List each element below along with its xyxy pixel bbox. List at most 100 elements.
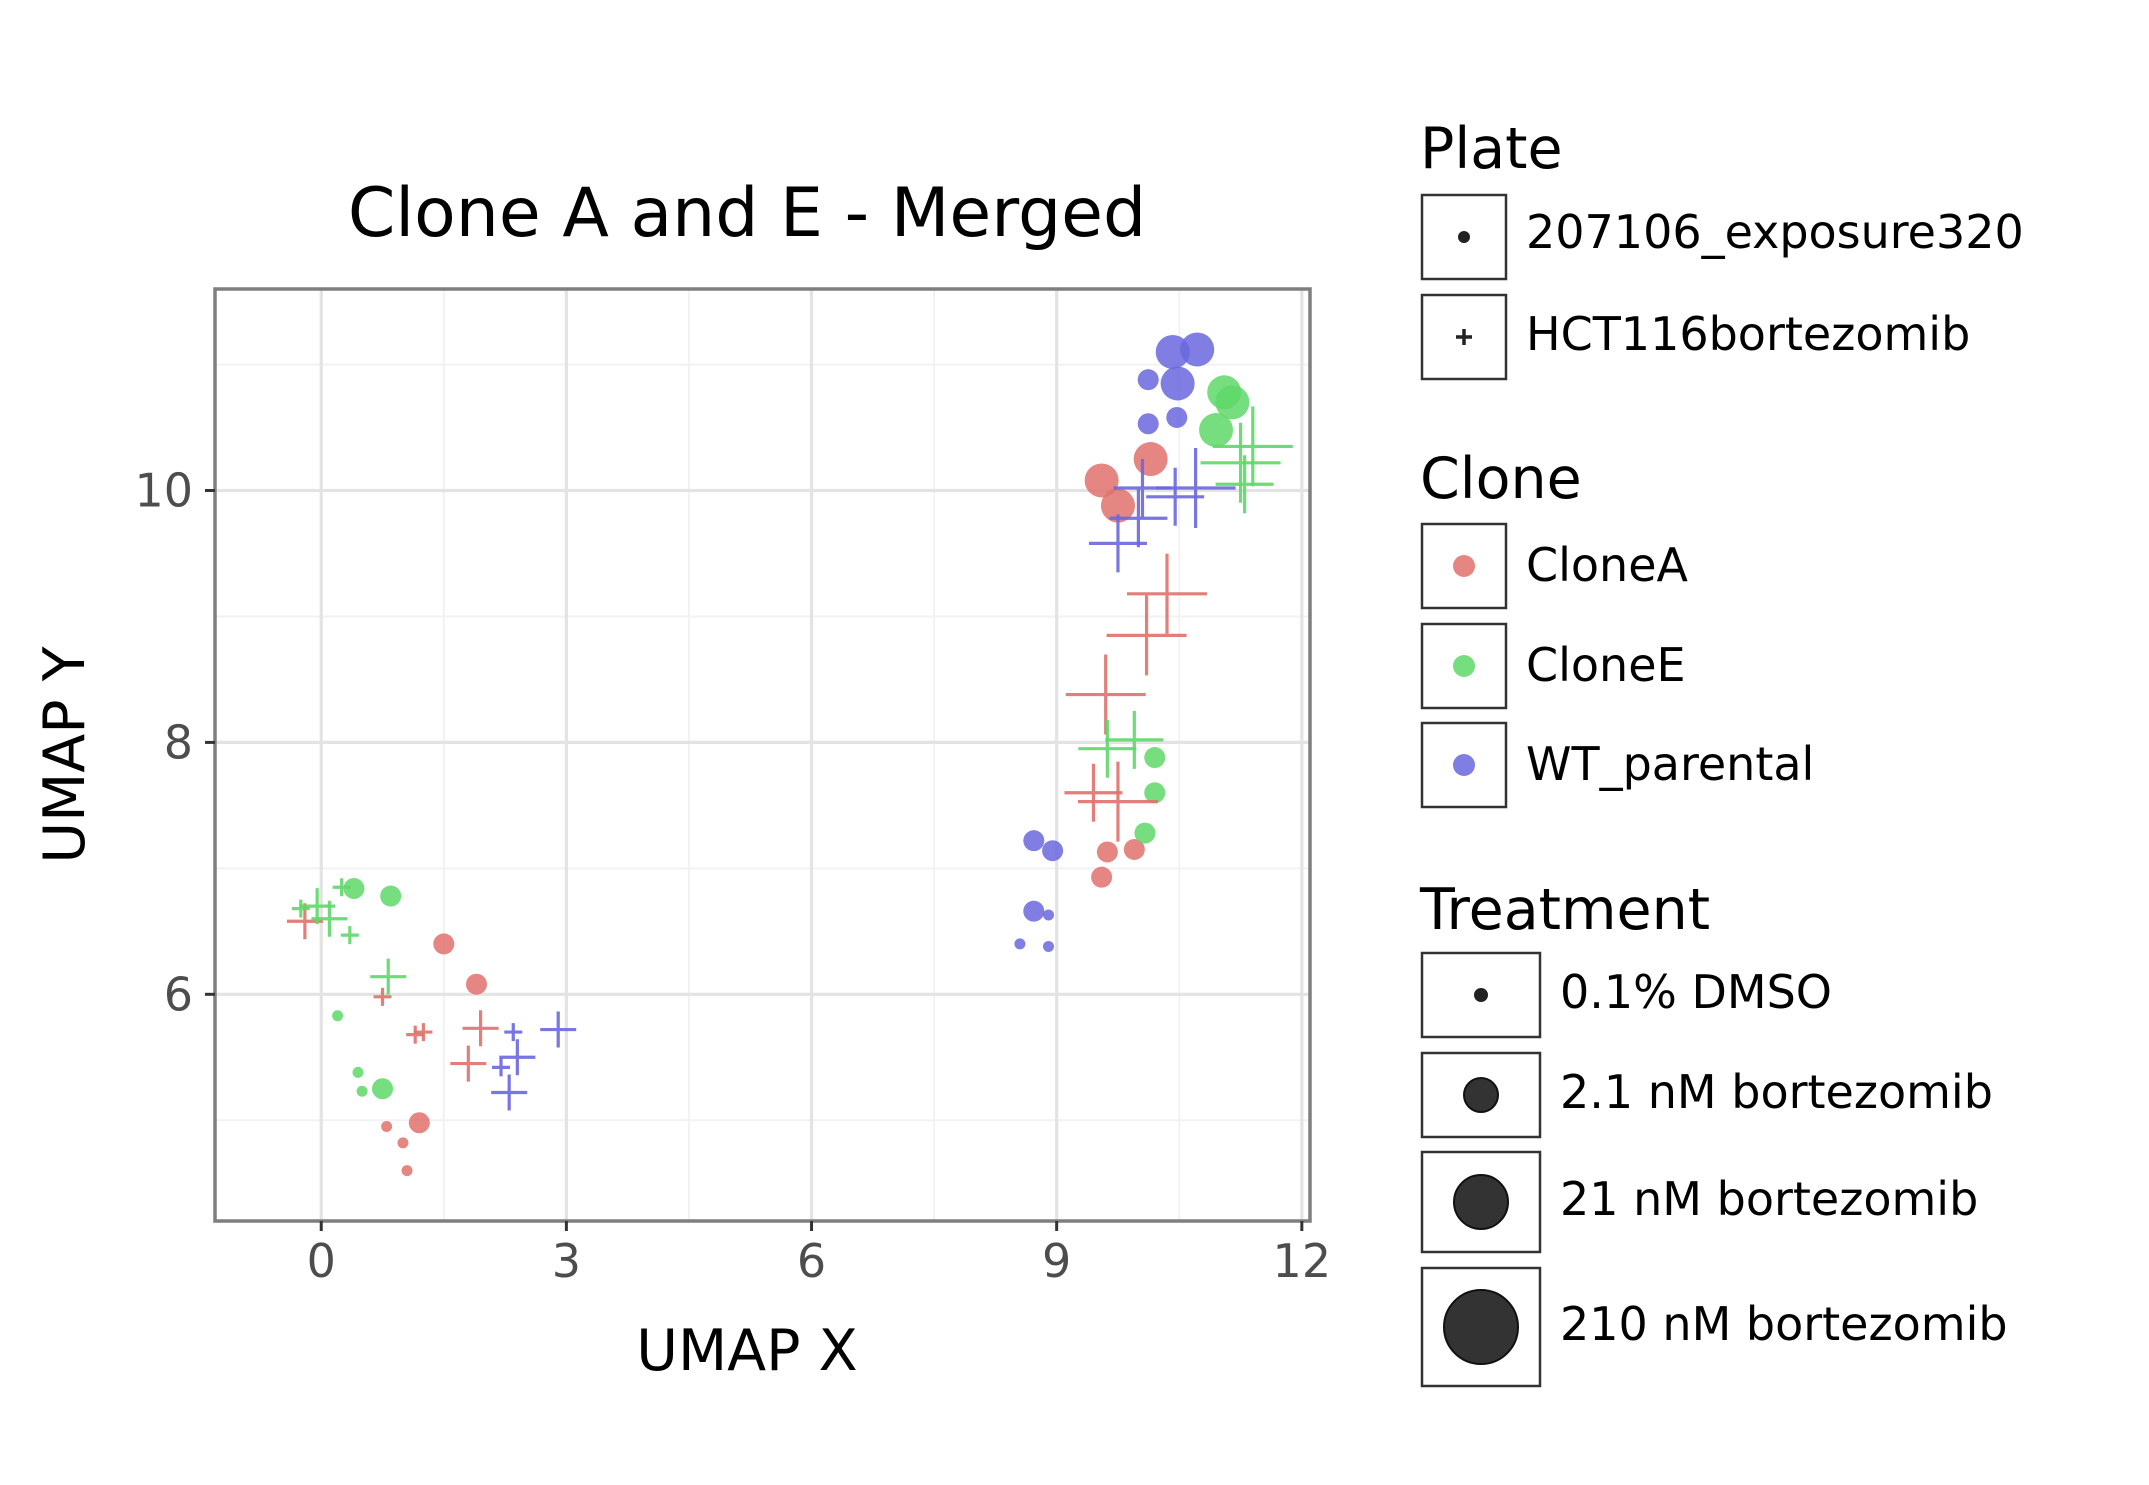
legend-clone-swatch xyxy=(1453,655,1475,677)
data-point xyxy=(1144,782,1166,804)
legend-clone-swatch xyxy=(1453,555,1475,577)
major-gridlines xyxy=(215,289,1310,1221)
data-point xyxy=(1199,413,1234,448)
data-point xyxy=(433,933,455,955)
data-point xyxy=(1023,900,1045,922)
x-tick-label: 0 xyxy=(307,1234,336,1288)
legend-treatment-label: 210 nM bortezomib xyxy=(1560,1297,2008,1351)
data-point xyxy=(1212,406,1293,487)
data-point xyxy=(406,1025,425,1044)
legend-plate: Plate 207106_exposure320 HCT116bortezomi… xyxy=(1420,116,2024,381)
data-point xyxy=(1127,553,1207,634)
data-point xyxy=(291,899,310,918)
data-point xyxy=(1077,761,1158,842)
data-point xyxy=(504,1023,523,1042)
data-point xyxy=(1096,841,1118,863)
data-point xyxy=(1065,654,1146,735)
data-point xyxy=(1133,442,1168,477)
legend-treatment-title: Treatment xyxy=(1419,877,1710,943)
legend-circle-marker xyxy=(1458,231,1470,243)
x-tick-label: 3 xyxy=(552,1234,581,1288)
legend-size-marker xyxy=(1443,1289,1519,1365)
data-point xyxy=(1042,840,1064,862)
data-point xyxy=(332,878,351,897)
data-point xyxy=(1215,385,1250,420)
chart-title: Clone A and E - Merged xyxy=(348,174,1146,253)
data-point xyxy=(491,1074,528,1111)
legend-clone-title: Clone xyxy=(1420,446,1582,512)
data-point xyxy=(1064,763,1123,822)
x-axis-ticks: 0 3 6 9 12 xyxy=(307,1221,1332,1288)
data-point xyxy=(1078,719,1137,778)
data-point xyxy=(1155,334,1190,369)
data-point xyxy=(1137,369,1159,391)
plot-area xyxy=(213,287,1312,1223)
data-point xyxy=(373,987,392,1006)
data-point xyxy=(1215,455,1274,514)
legend-treatment-label: 0.1% DMSO xyxy=(1560,965,1832,1019)
data-point xyxy=(1134,822,1156,844)
legend-plus-marker xyxy=(1456,329,1472,345)
data-point xyxy=(372,1078,394,1100)
data-point xyxy=(1084,463,1119,498)
data-point xyxy=(356,1085,368,1097)
legend-plate-title: Plate xyxy=(1420,116,1563,182)
legend-clone-label: CloneA xyxy=(1526,538,1688,592)
data-point xyxy=(311,900,348,937)
legend-clone-swatch xyxy=(1453,754,1475,776)
data-point xyxy=(343,878,365,900)
data-point xyxy=(340,926,359,945)
data-point xyxy=(1109,489,1168,548)
y-tick-label: 6 xyxy=(164,967,193,1021)
data-point xyxy=(332,1010,344,1022)
data-point xyxy=(499,1039,536,1076)
plot-panel xyxy=(215,289,1310,1221)
y-axis-label: UMAP Y xyxy=(32,646,98,863)
data-point xyxy=(1180,332,1215,367)
data-point xyxy=(1166,406,1188,428)
legend-clone: Clone CloneA CloneE WT_parental xyxy=(1420,446,1814,809)
legend-size-marker xyxy=(1463,1077,1499,1113)
data-point xyxy=(1023,830,1045,852)
legend-size-marker xyxy=(1453,1174,1509,1230)
legend-treatment-label: 21 nM bortezomib xyxy=(1560,1172,1978,1226)
data-point xyxy=(1043,909,1055,921)
data-point xyxy=(462,1010,499,1047)
legend-treatment-label: 2.1 nM bortezomib xyxy=(1560,1065,1993,1119)
legend-plate-label: 207106_exposure320 xyxy=(1526,205,2024,259)
data-point xyxy=(1200,422,1281,503)
data-point xyxy=(1105,710,1164,769)
x-tick-label: 12 xyxy=(1273,1234,1332,1288)
data-point xyxy=(352,1066,364,1078)
legend-clone-label: WT_parental xyxy=(1526,737,1814,791)
data-point xyxy=(1091,866,1113,888)
data-point xyxy=(397,1137,409,1149)
data-point xyxy=(1043,940,1055,952)
legend-treatment: Treatment 0.1% DMSO 2.1 nM bortezomib 21… xyxy=(1419,877,2008,1388)
legend: Plate 207106_exposure320 HCT116bortezomi… xyxy=(1419,116,2024,1388)
data-point xyxy=(492,1058,511,1077)
data-point xyxy=(1155,447,1236,528)
data-point xyxy=(465,973,487,995)
data-point xyxy=(1123,838,1145,860)
data-point xyxy=(540,1011,577,1048)
data-point xyxy=(1160,366,1195,401)
y-axis-ticks: 6 8 10 xyxy=(134,464,215,1021)
plot-border xyxy=(213,287,1312,1223)
legend-size-marker xyxy=(1474,988,1488,1002)
data-point xyxy=(414,1023,433,1042)
data-point xyxy=(380,885,402,907)
data-point xyxy=(1106,595,1187,676)
data-point xyxy=(370,958,407,995)
data-point xyxy=(1137,413,1159,435)
legend-plate-label: HCT116bortezomib xyxy=(1526,307,1970,361)
data-point xyxy=(1144,747,1166,769)
y-tick-label: 10 xyxy=(134,464,193,518)
data-point xyxy=(408,1112,430,1134)
y-tick-label: 8 xyxy=(164,715,193,769)
x-tick-label: 9 xyxy=(1042,1234,1071,1288)
x-axis-label: UMAP X xyxy=(636,1318,857,1384)
legend-clone-label: CloneE xyxy=(1526,638,1686,692)
data-point xyxy=(401,1165,413,1177)
minor-gridlines xyxy=(215,289,1310,1221)
